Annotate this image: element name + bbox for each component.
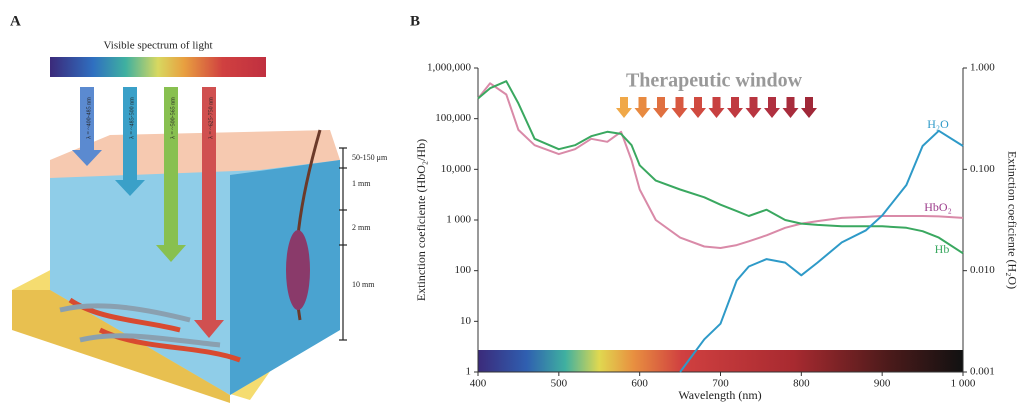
fat-front [12,290,230,403]
depth-label: 50-150 μm [352,153,388,162]
therapeutic-arrows [616,97,817,118]
follicle [286,230,310,310]
window-arrow [671,97,688,118]
spectrum-title: Visible spectrum of light [103,40,212,52]
y-tick-label: 10,000 [441,163,472,175]
y-tick-label: 1,000,000 [427,62,472,74]
block-side [230,160,340,395]
vessels [59,303,221,348]
panel-a: A Visible spectrum of light λ = ~400-485… [10,13,388,403]
panel-label: B [410,13,420,29]
y2-tick-label: 0.010 [970,264,995,276]
x-tick-label: 600 [631,378,648,390]
annotation: Therapeutic window [626,70,803,92]
y2-axis-label: Extinction coeficiente (H₂O) [1005,151,1019,289]
y2-tick-label: 0.100 [970,163,995,175]
x-tick-label: 900 [874,378,891,390]
window-arrow [801,97,817,118]
window-arrow [708,97,725,118]
depth-label: 10 mm [352,280,375,289]
depth-label: 2 mm [352,223,371,232]
x-axis-label: Wavelength (nm) [678,388,761,402]
window-arrow [727,97,743,118]
spectrum-bar [50,57,266,77]
window-arrow [616,97,632,118]
y-tick-label: 1 [466,366,472,378]
window-arrow [764,97,780,118]
y-tick-label: 1 000 [446,214,471,226]
y2-tick-label: 1.000 [970,62,995,74]
arrow-label: λ = ~500-565 nm [170,97,176,139]
depth-label: 1 mm [352,179,371,188]
x-tick-label: 500 [551,378,568,390]
arrow-label: λ = ~400-485 nm [86,97,92,139]
light-arrows [72,87,224,338]
x-tick-label: 400 [470,378,487,390]
window-arrow [634,97,651,118]
arrow-label: λ = ~485-500 nm [129,97,135,139]
x-tick-label: 1 000 [951,378,976,390]
series-line [679,129,964,373]
legend-label: H₂O [927,117,949,131]
y-axis-label: Extinction coeficiente (HbO₂/Hb) [414,139,428,301]
legend-label: HbO₂ [924,200,952,214]
y-tick-label: 100 [455,264,472,276]
window-arrow [653,97,669,118]
y-tick-label: 100,000 [435,112,471,124]
epidermis [50,130,340,178]
x-tick-label: 700 [712,378,729,390]
arrow-label: λ = ~625-750 nm [208,97,214,139]
legend-label: Hb [935,242,950,256]
y-tick-label: 10 [460,315,472,327]
series-line [477,82,964,249]
window-arrow [690,97,706,118]
spectrum-bar [478,350,963,372]
window-arrow [782,97,799,118]
depth-scale [339,147,347,341]
y2-tick-label: 0.001 [970,366,995,378]
panel-label: A [10,13,21,29]
x-tick-label: 800 [793,378,810,390]
window-arrow [745,97,762,118]
